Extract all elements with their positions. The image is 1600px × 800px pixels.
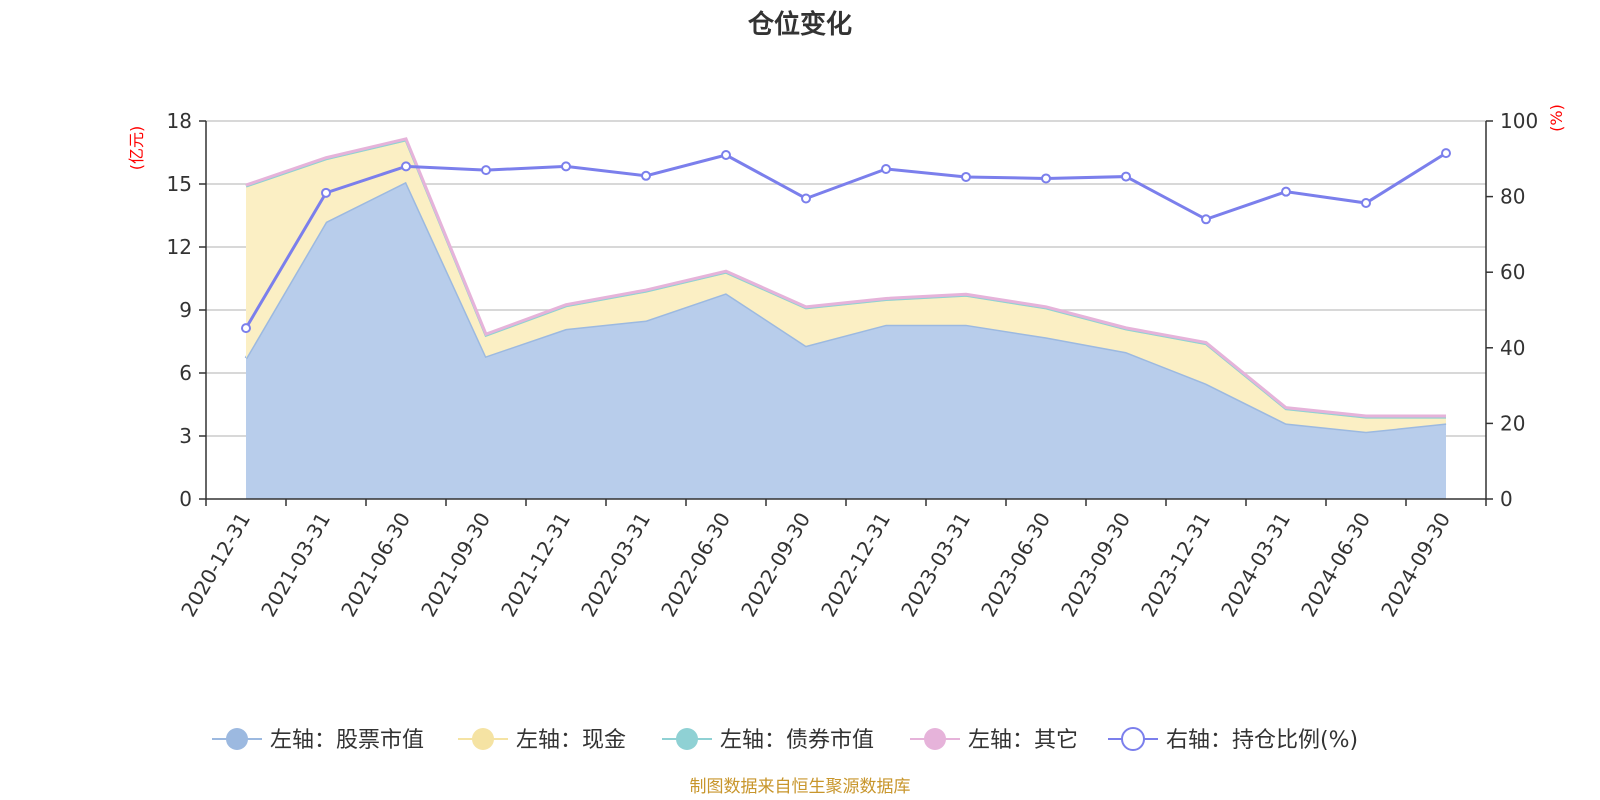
ratio-point[interactable] xyxy=(561,161,571,172)
legend-item[interactable]: 左轴：债券市值 xyxy=(662,728,874,753)
legend-label: 左轴：其它 xyxy=(968,728,1078,753)
ratio-point[interactable] xyxy=(1041,173,1051,184)
right-tick-label: 100 xyxy=(1500,109,1538,133)
chart-title: 仓位变化 xyxy=(747,9,852,40)
x-tick-label: 2023-09-30 xyxy=(1056,508,1135,621)
ratio-point[interactable] xyxy=(641,170,651,181)
right-tick-label: 60 xyxy=(1500,260,1525,284)
area-fill xyxy=(246,181,1446,499)
ratio-point[interactable] xyxy=(321,187,331,198)
x-tick-label: 2021-03-31 xyxy=(256,508,335,621)
legend-swatch-marker xyxy=(226,728,248,750)
legend-swatch-marker xyxy=(472,728,494,750)
x-tick-label: 2024-09-30 xyxy=(1376,508,1455,621)
ratio-point[interactable] xyxy=(1121,171,1131,182)
x-tick-label: 2022-12-31 xyxy=(816,508,895,621)
legend-label: 左轴：现金 xyxy=(516,728,626,753)
ratio-point[interactable] xyxy=(241,323,251,334)
legend[interactable]: 左轴：股票市值 左轴：现金 左轴：债券市值 左轴：其它 右轴：持仓比例(%) xyxy=(212,727,1358,753)
ratio-point[interactable] xyxy=(1441,148,1451,159)
area-edge-line xyxy=(245,137,1446,418)
left-tick-label: 3 xyxy=(179,424,192,448)
left-tick-label: 9 xyxy=(179,298,192,322)
left-tick-label: 0 xyxy=(179,487,192,511)
ratio-point[interactable] xyxy=(1361,198,1371,209)
source-note: 制图数据来自恒生聚源数据库 xyxy=(690,777,911,797)
x-tick-label: 2023-12-31 xyxy=(1136,508,1215,621)
legend-item[interactable]: 左轴：现金 xyxy=(458,728,626,753)
x-tick-label: 2022-09-30 xyxy=(736,508,815,621)
right-tick-label: 20 xyxy=(1500,411,1525,435)
left-tick-label: 18 xyxy=(167,109,192,133)
legend-swatch-marker xyxy=(1121,727,1145,751)
area-fill xyxy=(246,139,1446,432)
x-tick-label: 2021-12-31 xyxy=(496,508,575,621)
ratio-line xyxy=(244,151,1447,329)
legend-label: 右轴：持仓比例(%) xyxy=(1166,728,1358,753)
legend-swatch-marker xyxy=(924,728,946,750)
left-axis-unit: (亿元) xyxy=(127,126,146,171)
x-tick-label: 2020-12-31 xyxy=(176,508,255,621)
ratio-point[interactable] xyxy=(721,150,731,161)
legend-label: 左轴：债券市值 xyxy=(720,728,874,753)
ratio-point[interactable] xyxy=(801,193,811,204)
ratio-point[interactable] xyxy=(881,164,891,175)
x-tick-label: 2023-06-30 xyxy=(976,508,1055,621)
right-tick-label: 0 xyxy=(1500,487,1513,511)
ratio-point[interactable] xyxy=(1201,214,1211,225)
x-tick-label: 2022-06-30 xyxy=(656,508,735,621)
left-tick-label: 12 xyxy=(167,235,192,259)
legend-swatch-marker xyxy=(676,728,698,750)
left-tick-label: 15 xyxy=(167,172,192,196)
right-axis-unit: (%) xyxy=(1547,104,1566,132)
x-tick-label: 2022-03-31 xyxy=(576,508,655,621)
plot-areas xyxy=(244,137,1447,499)
ratio-point[interactable] xyxy=(961,171,971,182)
x-tick-label: 2023-03-31 xyxy=(896,508,975,621)
ratio-point[interactable] xyxy=(481,165,491,176)
left-tick-label: 6 xyxy=(179,361,192,385)
legend-label: 左轴：股票市值 xyxy=(270,728,424,753)
legend-item[interactable]: 左轴：股票市值 xyxy=(212,728,424,753)
legend-item[interactable]: 右轴：持仓比例(%) xyxy=(1108,727,1358,753)
ratio-point[interactable] xyxy=(1281,186,1291,197)
plot-lines xyxy=(241,148,1451,334)
x-tick-label: 2024-06-30 xyxy=(1296,508,1375,621)
legend-item[interactable]: 左轴：其它 xyxy=(910,728,1078,753)
right-tick-label: 40 xyxy=(1500,336,1525,360)
x-tick-label: 2021-09-30 xyxy=(416,508,495,621)
x-tick-label: 2024-03-31 xyxy=(1216,508,1295,621)
ratio-point[interactable] xyxy=(401,161,411,172)
x-tick-label: 2021-06-30 xyxy=(336,508,415,621)
right-tick-label: 80 xyxy=(1500,185,1525,209)
